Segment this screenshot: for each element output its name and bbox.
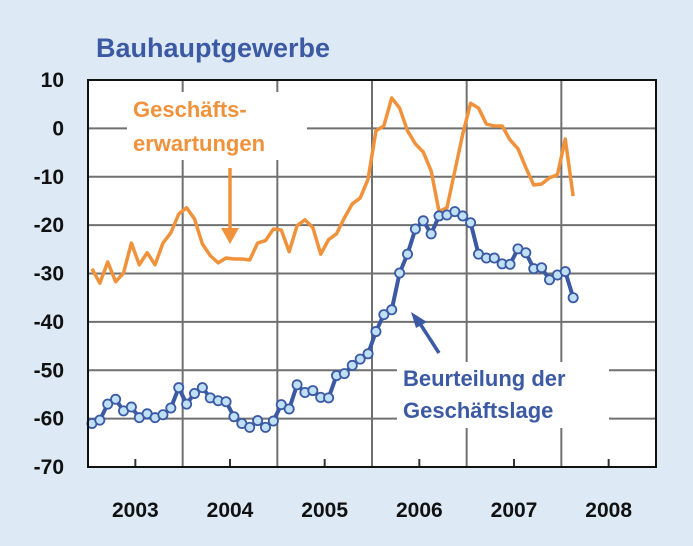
x-tick-label: 2004: [207, 499, 254, 522]
data-point: [544, 274, 556, 286]
data-point: [102, 398, 114, 410]
y-tick-label: -40: [34, 311, 64, 334]
data-point: [165, 402, 177, 414]
data-point: [504, 258, 516, 270]
data-point: [346, 359, 358, 371]
x-tick-label: 2005: [301, 499, 348, 522]
data-point: [125, 401, 137, 413]
chart-title: Bauhauptgewerbe: [96, 33, 330, 63]
data-point: [567, 292, 579, 304]
annotation-backgrounds: [127, 92, 609, 428]
data-point: [110, 393, 122, 405]
data-point: [259, 421, 271, 433]
data-point: [173, 382, 185, 394]
x-tick-label: 2007: [491, 499, 538, 522]
arrow-situation: [411, 312, 441, 354]
arrow-expectations: [221, 168, 239, 244]
data-point: [228, 411, 240, 423]
x-tick-label: 2003: [112, 499, 159, 522]
data-point: [323, 392, 335, 404]
annotation-bg: [397, 362, 609, 428]
data-point: [370, 326, 382, 338]
y-tick-label: -20: [34, 214, 64, 237]
data-point: [188, 387, 200, 399]
y-tick-label: -10: [34, 166, 64, 189]
annotation-expectations-line1: Geschäfts-: [133, 97, 247, 122]
data-point: [283, 403, 295, 415]
data-point: [401, 248, 413, 260]
series-line-0: [90, 96, 575, 285]
data-point: [559, 266, 571, 278]
x-axis: 2003 2004 2005 2006 2007 2008: [112, 499, 632, 522]
data-point: [220, 396, 232, 408]
data-point: [425, 228, 437, 240]
annotation-situation-line1: Beurteilung der: [403, 366, 566, 391]
data-point: [244, 421, 256, 433]
data-point: [338, 368, 350, 380]
plot-frame: [87, 79, 657, 468]
y-tick-label: -50: [34, 359, 64, 382]
data-point: [520, 247, 532, 259]
data-point: [394, 267, 406, 279]
data-point: [488, 252, 500, 264]
data-point: [181, 398, 193, 410]
data-point: [354, 353, 366, 365]
x-tick-label: 2008: [585, 499, 632, 522]
y-tick-label: -30: [34, 263, 64, 286]
data-point: [267, 415, 279, 427]
y-tick-label: -60: [34, 408, 64, 431]
data-point: [457, 210, 469, 222]
annotations: Geschäfts- erwartungen Beurteilung der G…: [133, 97, 566, 423]
data-point: [157, 409, 169, 421]
annotation-expectations-line2: erwartungen: [133, 131, 265, 156]
data-point: [362, 348, 374, 360]
data-point: [378, 309, 390, 321]
data-point: [291, 379, 303, 391]
data-point: [252, 415, 264, 427]
data-point: [417, 215, 429, 227]
data-point: [307, 385, 319, 397]
data-point: [536, 262, 548, 274]
x-tick-label: 2006: [396, 499, 443, 522]
data-point: [465, 217, 477, 229]
data-point: [386, 304, 398, 316]
y-tick-label: -70: [34, 456, 64, 479]
data-point: [94, 414, 106, 426]
y-axis: 10 0 -10 -20 -30 -40 -50 -60 -70: [34, 69, 64, 479]
annotation-bg: [127, 92, 307, 160]
y-tick-label: 10: [41, 69, 64, 92]
data-point: [196, 382, 208, 394]
data-point: [409, 223, 421, 235]
series-lines: [86, 96, 579, 433]
y-tick-label: 0: [52, 117, 64, 140]
annotation-situation-line2: Geschäftslage: [403, 398, 553, 423]
